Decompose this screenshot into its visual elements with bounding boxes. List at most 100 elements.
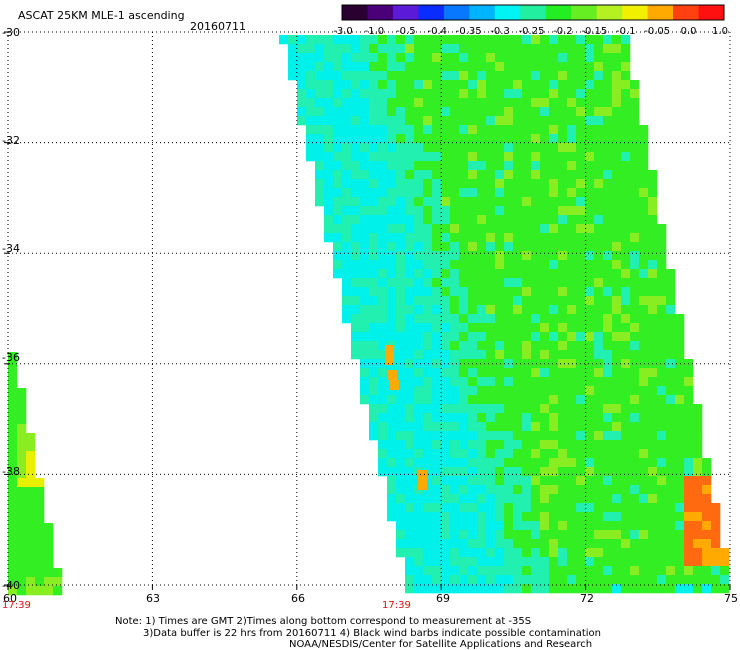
swath-cell	[477, 125, 487, 135]
swath-cell	[630, 485, 640, 495]
swath-cell	[522, 62, 532, 72]
left-swath	[8, 352, 63, 596]
swath-cell	[594, 485, 604, 495]
swath-cell	[594, 44, 604, 54]
swath-cell	[405, 53, 415, 63]
swath-cell	[558, 233, 568, 243]
swath-cell	[567, 458, 577, 468]
swath-cell	[558, 260, 568, 270]
swath-cell	[513, 98, 523, 108]
swath-cell	[567, 512, 577, 522]
swath-cell	[8, 370, 18, 380]
swath-cell	[297, 107, 307, 117]
swath-cell	[693, 458, 703, 468]
swath-cell	[612, 350, 622, 360]
swath-cell	[414, 584, 424, 594]
swath-cell	[648, 548, 658, 558]
swath-cell	[540, 206, 550, 216]
swath-cell	[621, 53, 631, 63]
swath-cell	[612, 287, 622, 297]
swath-cell	[567, 566, 577, 576]
swath-cell	[396, 224, 406, 234]
swath-cell	[675, 575, 685, 585]
swath-cell	[540, 53, 550, 63]
colorbar-label: -0.4	[427, 26, 447, 37]
swath-cell	[378, 305, 388, 315]
swath-cell	[423, 305, 433, 315]
swath-cell	[486, 332, 496, 342]
swath-cell	[513, 458, 523, 468]
swath-cell	[342, 143, 352, 153]
swath-cell	[540, 332, 550, 342]
swath-cell	[684, 458, 694, 468]
swath-cell	[35, 487, 45, 497]
swath-cell	[396, 350, 406, 360]
colorbar-label: -0.15	[581, 26, 607, 37]
swath-cell	[639, 161, 649, 171]
swath-cell	[531, 134, 541, 144]
swath-cell	[711, 557, 721, 567]
swath-cell	[567, 35, 577, 45]
swath-cell	[306, 116, 316, 126]
swath-cell	[477, 71, 487, 81]
swath-cell	[378, 62, 388, 72]
swath-cell	[693, 485, 703, 495]
swath-cell	[17, 559, 27, 569]
swath-cell	[567, 575, 577, 585]
swath-cell	[432, 449, 442, 459]
swath-cell	[540, 89, 550, 99]
swath-cell	[486, 440, 496, 450]
swath-cell	[333, 53, 343, 63]
swath-cell	[405, 530, 415, 540]
swath-cell	[540, 584, 550, 594]
swath-cell	[648, 530, 658, 540]
swath-cell	[441, 89, 451, 99]
lat-label-30: -30	[2, 26, 20, 39]
swath-cell	[315, 98, 325, 108]
swath-cell	[432, 269, 442, 279]
swath-cell	[378, 35, 388, 45]
swath-cell	[17, 388, 27, 398]
swath-cell	[603, 152, 613, 162]
swath-cell	[540, 251, 550, 261]
swath-cell	[360, 89, 370, 99]
swath-cell	[441, 287, 451, 297]
swath-cell	[612, 503, 622, 513]
swath-cell	[387, 485, 397, 495]
swath-cell	[387, 260, 397, 270]
swath-cell	[657, 323, 667, 333]
swath-cell	[594, 377, 604, 387]
swath-cell	[603, 278, 613, 288]
swath-cell	[576, 197, 586, 207]
swath-cell	[26, 541, 36, 551]
swath-cell	[693, 557, 703, 567]
swath-cell	[639, 305, 649, 315]
swath-cell	[540, 314, 550, 324]
swath-cell	[441, 503, 451, 513]
swath-cell	[306, 35, 316, 45]
swath-cell	[414, 80, 424, 90]
swath-cell	[477, 242, 487, 252]
swath-cell	[297, 44, 307, 54]
swath-cell	[657, 557, 667, 567]
swath-cell	[369, 44, 379, 54]
swath-cell	[639, 566, 649, 576]
swath-cell	[522, 143, 532, 153]
swath-cell	[405, 71, 415, 81]
swath-cell	[468, 332, 478, 342]
swath-cell	[432, 197, 442, 207]
swath-cell	[585, 242, 595, 252]
swath-cell	[576, 467, 586, 477]
swath-cell	[666, 494, 676, 504]
swath-cell	[8, 568, 18, 578]
swath-cell	[639, 431, 649, 441]
swath-cell	[378, 125, 388, 135]
swath-cell	[441, 53, 451, 63]
swath-cell	[513, 413, 523, 423]
swath-cell	[639, 584, 649, 594]
swath-cell	[459, 323, 469, 333]
swath-cell	[657, 377, 667, 387]
swath-cell	[396, 35, 406, 45]
swath-cell	[648, 503, 658, 513]
swath-cell	[495, 476, 505, 486]
